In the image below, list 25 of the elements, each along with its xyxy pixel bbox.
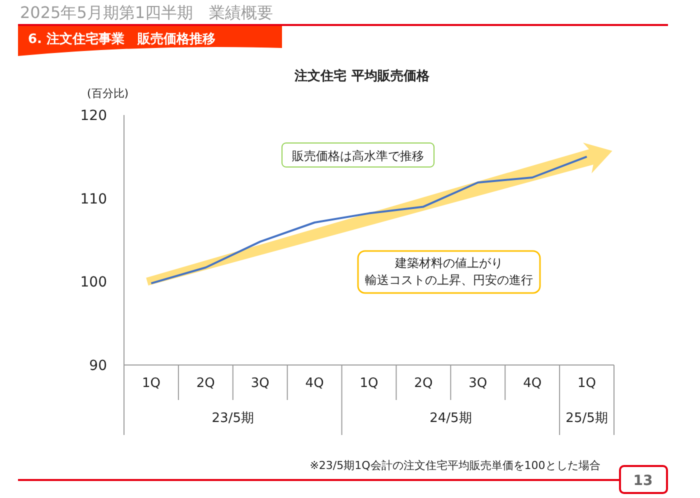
text: 13	[633, 473, 653, 489]
x-tick-label: 1Q	[578, 376, 596, 391]
y-tick-label: 90	[89, 358, 107, 374]
x-tick-label: 1Q	[142, 376, 160, 391]
text: 23/5期	[212, 411, 254, 426]
x-tick-label: 3Q	[250, 376, 270, 391]
x-tick-label: 4Q	[305, 376, 324, 391]
text: 2025年5月期第1四半期 業績概要	[20, 3, 274, 22]
text: 25/5期	[566, 411, 608, 426]
text: ※23/5期1Q会計の注文住宅平均販売単価を100とした場合	[310, 459, 600, 472]
y-tick-label: 110	[80, 191, 107, 208]
x-tick-label: 2Q	[414, 376, 433, 391]
y-tick-label: 120	[80, 108, 107, 124]
x-tick-label: 3Q	[468, 376, 488, 391]
annotation: 建築材料の値上がり	[394, 256, 503, 270]
annotation: 輸送コストの上昇、円安の進行	[365, 273, 533, 287]
x-tick-label: 4Q	[523, 376, 542, 391]
annotation: 販売価格は高水準で推移	[292, 149, 424, 163]
text: 24/5期	[430, 411, 472, 426]
text: 6. 注文住宅事業 販売価格推移	[28, 31, 216, 47]
x-tick-label: 1Q	[360, 376, 378, 391]
y-tick-label: 100	[80, 274, 107, 291]
y-axis-title: (百分比)	[87, 87, 129, 100]
chart-title: 注文住宅 平均販売価格	[294, 68, 430, 84]
x-tick-label: 2Q	[196, 376, 215, 391]
